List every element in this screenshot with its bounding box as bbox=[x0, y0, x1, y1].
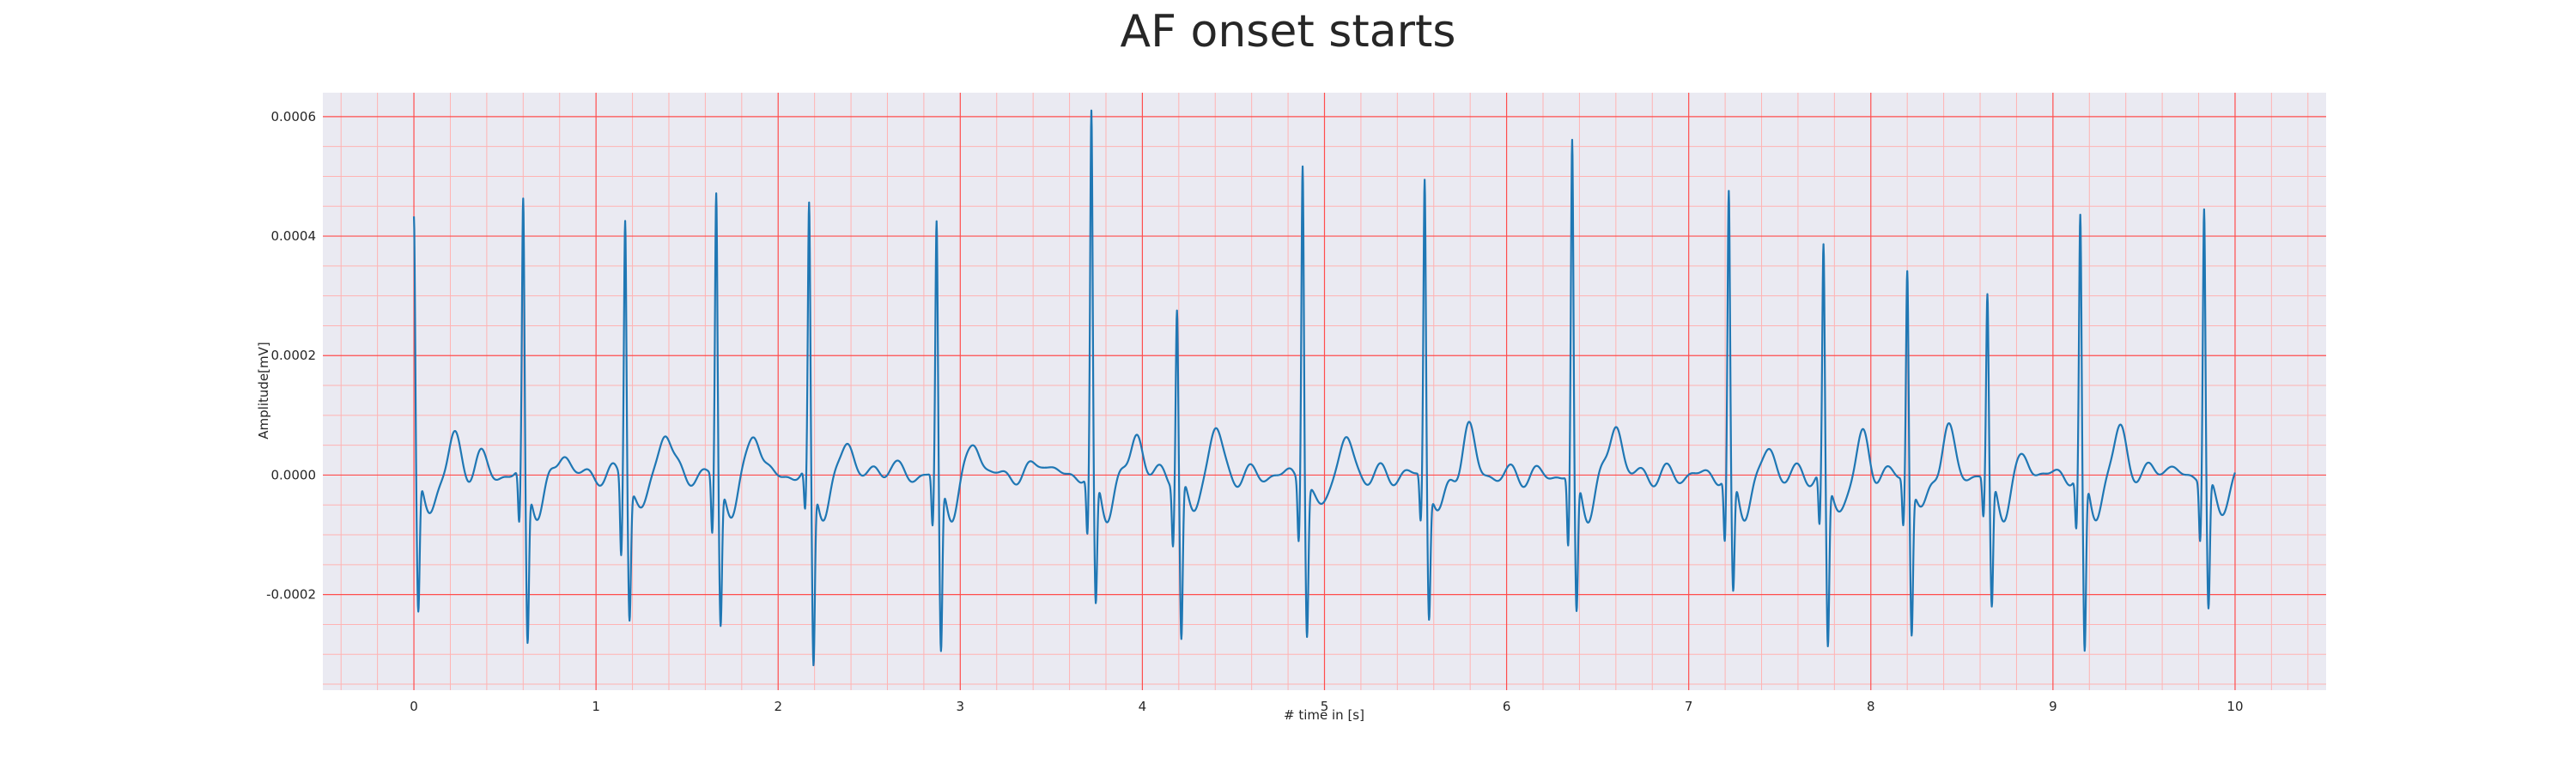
x-tick-label: 10 bbox=[2227, 699, 2243, 714]
chart-title: AF onset starts bbox=[1121, 6, 1456, 58]
x-axis-label: # time in [s] bbox=[1284, 707, 1364, 723]
x-tick-label: 4 bbox=[1139, 699, 1147, 714]
y-tick-label: 0.0000 bbox=[271, 467, 317, 482]
y-axis-label: Amplitude[mV] bbox=[256, 342, 271, 439]
y-tick-label: 0.0006 bbox=[271, 109, 317, 124]
x-tick-label: 7 bbox=[1685, 699, 1693, 714]
y-tick-label: 0.0004 bbox=[271, 228, 317, 244]
x-tick-label: 6 bbox=[1503, 699, 1511, 714]
x-tick-label: 1 bbox=[592, 699, 600, 714]
y-tick-label: -0.0002 bbox=[266, 587, 316, 603]
x-tick-label: 2 bbox=[774, 699, 782, 714]
x-tick-label: 0 bbox=[410, 699, 418, 714]
x-tick-label: 9 bbox=[2049, 699, 2057, 714]
y-tick-label: 0.0002 bbox=[271, 348, 317, 363]
x-tick-label: 8 bbox=[1867, 699, 1875, 714]
x-tick-label: 3 bbox=[957, 699, 965, 714]
y-axis-ticks: -0.0002 0.0000 0.0002 0.0004 0.0006 bbox=[266, 109, 316, 603]
